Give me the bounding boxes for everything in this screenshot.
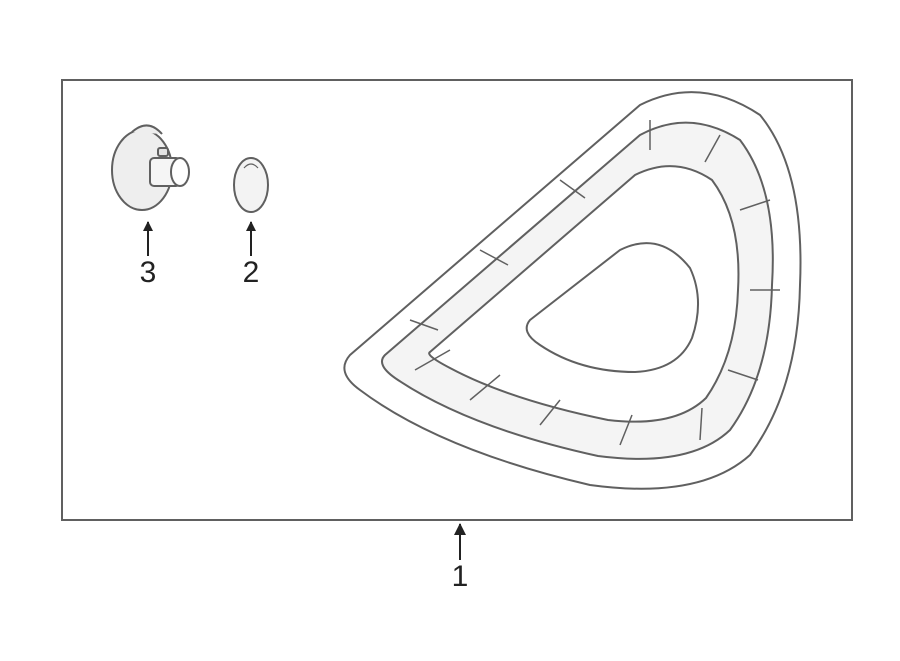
callout-arrow-1 — [459, 524, 461, 560]
lamp-bulb — [234, 158, 268, 212]
parts-diagram: 1 2 3 — [0, 0, 900, 661]
diagram-svg — [0, 0, 900, 661]
callout-label-1: 1 — [452, 560, 469, 594]
callout-arrow-2 — [250, 222, 252, 256]
callout-label-2: 2 — [243, 256, 260, 290]
callout-arrow-3 — [147, 222, 149, 256]
callout-label-3: 3 — [140, 256, 157, 290]
